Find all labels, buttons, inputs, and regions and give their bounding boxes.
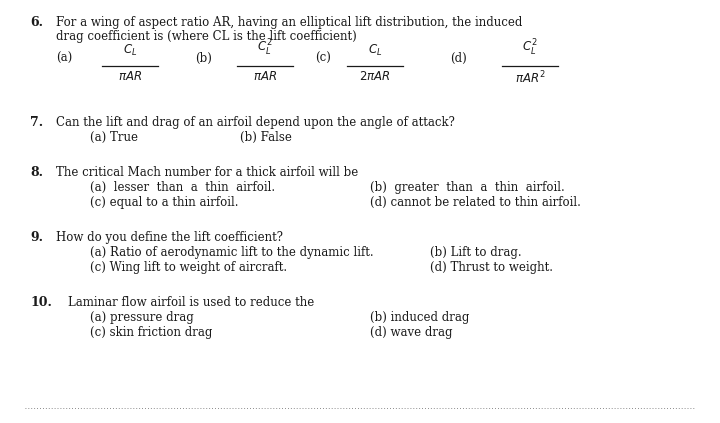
Text: 9.: 9. (30, 231, 43, 244)
Text: How do you define the lift coefficient?: How do you define the lift coefficient? (56, 231, 283, 244)
Text: $\pi AR$: $\pi AR$ (118, 70, 142, 83)
Text: (a) Ratio of aerodynamic lift to the dynamic lift.: (a) Ratio of aerodynamic lift to the dyn… (90, 246, 374, 259)
Text: (d) cannot be related to thin airfoil.: (d) cannot be related to thin airfoil. (370, 196, 581, 209)
Text: $C_L^2$: $C_L^2$ (257, 38, 273, 58)
Text: (c): (c) (315, 52, 331, 64)
Text: 8.: 8. (30, 166, 43, 179)
Text: The critical Mach number for a thick airfoil will be: The critical Mach number for a thick air… (56, 166, 359, 179)
Text: (b) False: (b) False (240, 131, 292, 144)
Text: (b)  greater  than  a  thin  airfoil.: (b) greater than a thin airfoil. (370, 181, 564, 194)
Text: (c) equal to a thin airfoil.: (c) equal to a thin airfoil. (90, 196, 238, 209)
Text: (b) induced drag: (b) induced drag (370, 311, 469, 324)
Text: (d) Thrust to weight.: (d) Thrust to weight. (430, 261, 553, 274)
Text: (b): (b) (195, 52, 212, 64)
Text: For a wing of aspect ratio AR, having an elliptical lift distribution, the induc: For a wing of aspect ratio AR, having an… (56, 16, 523, 29)
Text: Can the lift and drag of an airfoil depend upon the angle of attack?: Can the lift and drag of an airfoil depe… (56, 116, 455, 129)
Text: (a) pressure drag: (a) pressure drag (90, 311, 194, 324)
Text: Laminar flow airfoil is used to reduce the: Laminar flow airfoil is used to reduce t… (68, 296, 314, 309)
Text: $C_L$: $C_L$ (123, 43, 137, 58)
Text: $2\pi AR$: $2\pi AR$ (359, 70, 391, 83)
Text: $C_L$: $C_L$ (368, 43, 382, 58)
Text: 6.: 6. (30, 16, 43, 29)
Text: 7.: 7. (30, 116, 43, 129)
Text: $\pi AR$: $\pi AR$ (253, 70, 277, 83)
Text: 10.: 10. (30, 296, 52, 309)
Text: drag coefficient is (where CL is the lift coefficient): drag coefficient is (where CL is the lif… (56, 30, 356, 43)
Text: (d) wave drag: (d) wave drag (370, 326, 452, 339)
Text: $C_L^2$: $C_L^2$ (522, 38, 538, 58)
Text: (c) Wing lift to weight of aircraft.: (c) Wing lift to weight of aircraft. (90, 261, 287, 274)
Text: (a): (a) (56, 52, 72, 64)
Text: (d): (d) (450, 52, 467, 64)
Text: (b) Lift to drag.: (b) Lift to drag. (430, 246, 521, 259)
Text: (c) skin friction drag: (c) skin friction drag (90, 326, 212, 339)
Text: (a) True: (a) True (90, 131, 138, 144)
Text: (a)  lesser  than  a  thin  airfoil.: (a) lesser than a thin airfoil. (90, 181, 275, 194)
Text: $\pi AR^2$: $\pi AR^2$ (515, 70, 545, 87)
